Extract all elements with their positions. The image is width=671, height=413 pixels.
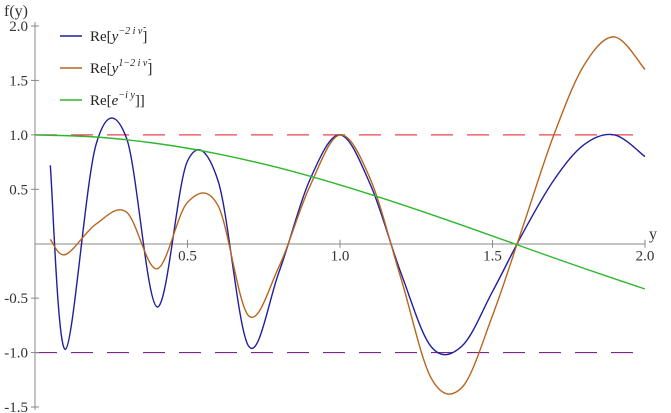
x-tick-label: 1.5: [483, 249, 502, 265]
x-tick-label: 0.5: [178, 249, 197, 265]
axes: [34, 22, 645, 410]
series-line-2: [49, 36, 646, 395]
x-tick-label: 2.0: [636, 249, 655, 265]
y-tick-label: -0.5: [4, 291, 28, 307]
y-tick-label: -1.0: [4, 346, 28, 362]
y-tick-label: 1.0: [9, 128, 28, 144]
legend-label: Re[e−i y]]: [90, 90, 145, 109]
y-tick-label: 2.0: [9, 19, 28, 35]
y-tick-label: 1.5: [9, 73, 28, 89]
series-line-3: [34, 134, 646, 290]
y-tick-label: 0.5: [9, 182, 28, 198]
ticks: 0.5 1.0 1.5 2.0 -1.5 -1.0 -0.5 0.5 1.0 1.5 2.0: [4, 19, 654, 413]
x-axis-label: y: [649, 226, 657, 243]
legend: Re[y−2 i ν̃] Re[y1−2 i ν̃] Re[e−i y]]: [60, 26, 152, 109]
series-lines: [34, 36, 646, 395]
legend-label: Re[y1−2 i ν̃]: [90, 58, 152, 77]
x-tick-label: 1.0: [331, 249, 350, 265]
legend-label: Re[y−2 i ν̃]: [90, 26, 147, 45]
y-tick-label: -1.5: [4, 400, 28, 413]
y-axis-label: f(y): [4, 3, 28, 20]
